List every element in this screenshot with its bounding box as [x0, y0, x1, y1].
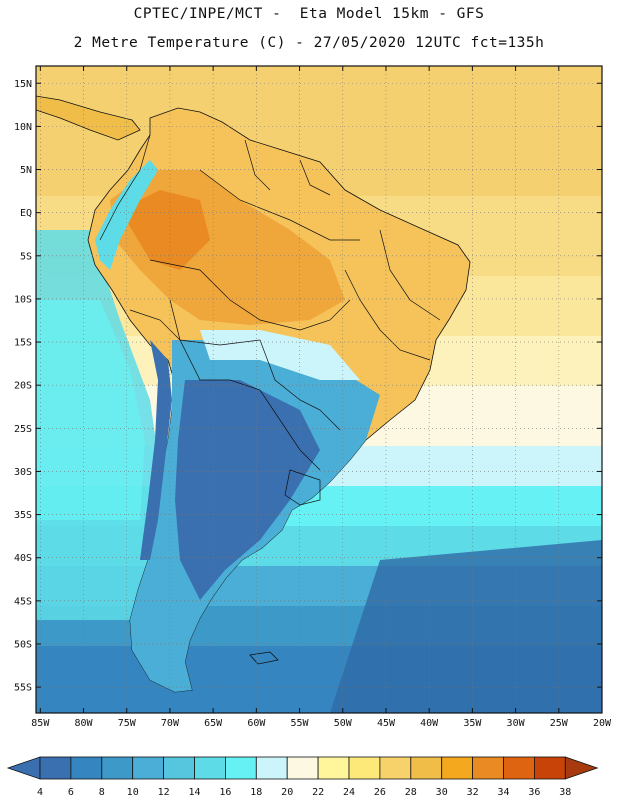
colorbar-over-arrow — [564, 756, 599, 780]
lat-tick-label: 20S — [14, 381, 32, 392]
colorbar-label: 26 — [374, 787, 386, 798]
latitude-axis: 15N 10N 5N EQ 5S 10S 15S 20S 25S 30S 35S 40S 45S 50S 5… — [14, 79, 602, 694]
lat-tick-label: 10S — [14, 294, 32, 305]
andes-north-cold — [95, 160, 158, 270]
colorbar-label: 14 — [188, 787, 200, 798]
lon-tick-label: 60W — [247, 718, 266, 729]
colorbar-swatch — [472, 756, 504, 780]
lat-tick-label: 5N — [20, 165, 32, 176]
lon-tick-label: 20W — [593, 718, 612, 729]
lon-tick-label: 70W — [161, 718, 180, 729]
colorbar-label: 12 — [158, 787, 170, 798]
lon-tick-label: 30W — [507, 718, 526, 729]
pacific-cool-water-inner — [36, 300, 145, 520]
colorbar-swatch — [503, 756, 535, 780]
colorbar-swatch — [70, 756, 103, 780]
temperature-field — [36, 66, 602, 713]
colorbar-label: 28 — [405, 787, 417, 798]
colorbar-swatch — [224, 756, 257, 780]
lon-tick-label: 25W — [550, 718, 569, 729]
colorbar-swatch — [348, 756, 381, 780]
colorbar-label: 24 — [343, 787, 355, 798]
colorbar-label: 16 — [219, 787, 231, 798]
colorbar-swatch — [534, 756, 566, 780]
lat-tick-label: 50S — [14, 639, 32, 650]
falkland-islands — [249, 651, 279, 665]
colorbar-swatch — [317, 756, 350, 780]
lon-tick-label: 85W — [31, 718, 50, 729]
lat-tick-label: 15N — [14, 79, 32, 90]
lon-tick-label: 45W — [377, 718, 396, 729]
longitude-axis: 85W 80W 75W 70W 65W 60W 55W 50W 45W 40W 35W 30W 25W 2… — [31, 66, 612, 729]
colorbar-label: 4 — [37, 787, 43, 798]
lat-tick-label: 5S — [20, 251, 32, 262]
colorbar-swatch — [39, 756, 72, 780]
colorbar-label: 6 — [68, 787, 74, 798]
lon-tick-label: 65W — [204, 718, 223, 729]
colorbar-label: 32 — [467, 787, 479, 798]
lon-tick-label: 55W — [291, 718, 310, 729]
chart-title-line-2: 2 Metre Temperature (C) - 27/05/2020 12U… — [73, 35, 545, 51]
lat-tick-label: EQ — [20, 208, 32, 219]
colorbar-under-arrow — [6, 756, 41, 780]
lat-tick-label: 30S — [14, 467, 32, 478]
colorbar-swatch — [410, 756, 443, 780]
colorbar-swatch — [132, 756, 164, 780]
lon-tick-label: 50W — [334, 718, 353, 729]
colorbar-label: 18 — [250, 787, 262, 798]
lon-tick-label: 75W — [118, 718, 137, 729]
chart-title-line-1: CPTEC/INPE/MCT - Eta Model 15km - GFS — [133, 6, 485, 22]
map-frame — [35, 65, 603, 714]
colorbar-label: 22 — [312, 787, 324, 798]
colorbar-swatch — [101, 756, 134, 780]
peru-hot-zone — [120, 190, 210, 270]
colorbar-label: 20 — [281, 787, 293, 798]
colorbar-swatch — [379, 756, 412, 780]
colorbar-swatch — [255, 756, 288, 780]
colorbar-swatch — [286, 756, 319, 780]
argentina-cold — [175, 380, 320, 600]
colorbar: 4 6 8 10 12 14 16 18 20 22 24 26 28 30 32 34 36 38 — [6, 756, 599, 798]
lat-tick-label: 40S — [14, 553, 32, 564]
andes-south-cold — [140, 340, 172, 560]
lat-tick-label: 55S — [14, 683, 32, 694]
central-america — [36, 95, 141, 141]
colorbar-label: 8 — [99, 787, 105, 798]
lon-tick-label: 35W — [463, 718, 482, 729]
lat-tick-label: 45S — [14, 596, 32, 607]
lon-tick-label: 40W — [420, 718, 439, 729]
lat-tick-label: 15S — [14, 338, 32, 349]
lat-tick-label: 25S — [14, 424, 32, 435]
south-atlantic-cold — [330, 540, 602, 713]
colorbar-label: 10 — [127, 787, 139, 798]
colorbar-swatch — [194, 756, 226, 780]
country-borders — [99, 134, 441, 506]
lat-tick-label: 10N — [14, 122, 32, 133]
colorbar-label: 36 — [528, 787, 540, 798]
colorbar-label: 38 — [559, 787, 571, 798]
colorbar-swatch — [163, 756, 195, 780]
colorbar-swatch — [441, 756, 474, 780]
colorbar-label: 34 — [497, 787, 509, 798]
lon-tick-label: 80W — [74, 718, 93, 729]
lat-tick-label: 35S — [14, 510, 32, 521]
colorbar-label: 30 — [436, 787, 448, 798]
